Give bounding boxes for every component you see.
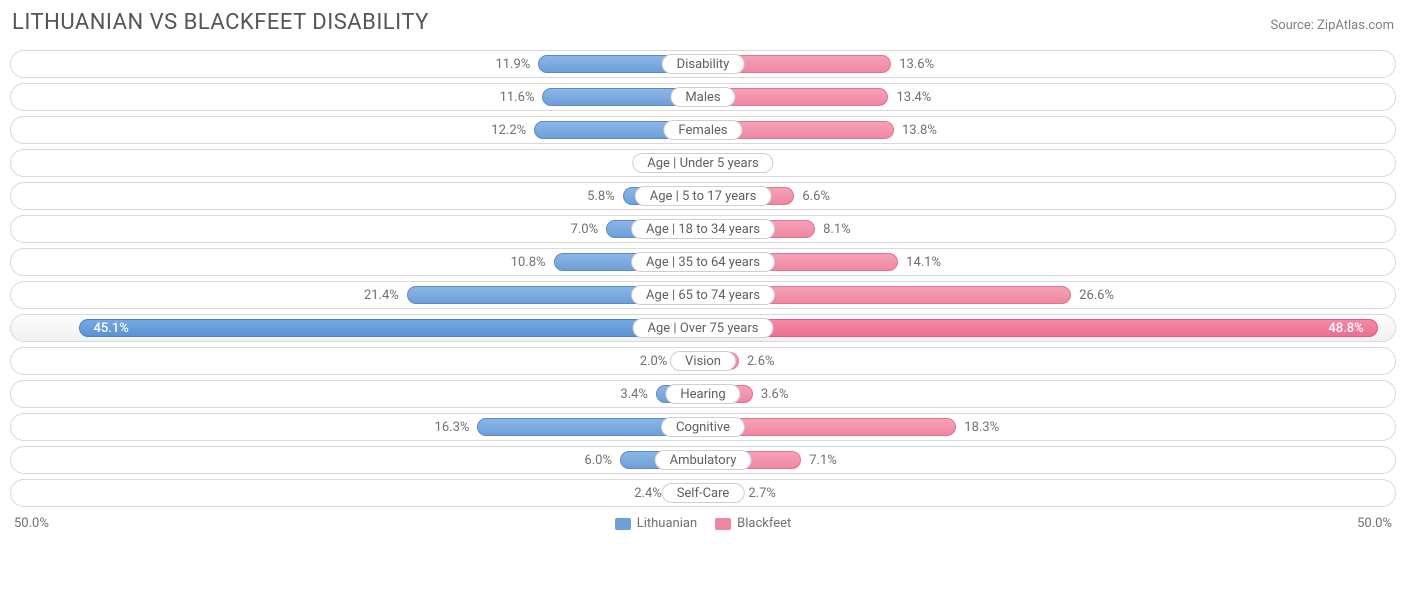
legend-swatch-right bbox=[715, 518, 731, 530]
value-label-right: 2.6% bbox=[747, 348, 775, 374]
chart-rows: 11.9% 13.6% Disability 11.6% 13.4% Males 12.2%… bbox=[8, 50, 1398, 507]
chart-row: 21.4% 26.6% Age | 65 to 74 years bbox=[10, 281, 1396, 309]
value-label-right: 3.6% bbox=[761, 381, 789, 407]
value-label-left: 2.0% bbox=[640, 348, 668, 374]
chart-row: 5.8% 6.6% Age | 5 to 17 years bbox=[10, 182, 1396, 210]
chart-row: 7.0% 8.1% Age | 18 to 34 years bbox=[10, 215, 1396, 243]
chart-source: Source: ZipAtlas.com bbox=[1270, 18, 1394, 33]
value-label-right: 6.6% bbox=[802, 183, 830, 209]
category-label: Age | Over 75 years bbox=[633, 318, 774, 338]
chart-row: 11.6% 13.4% Males bbox=[10, 83, 1396, 111]
category-label: Ambulatory bbox=[655, 450, 752, 470]
chart-row: 2.4% 2.7%Self-Care bbox=[10, 479, 1396, 507]
legend-label-right: Blackfeet bbox=[737, 516, 791, 531]
value-label-left: 3.4% bbox=[620, 381, 648, 407]
value-label-right: 7.1% bbox=[809, 447, 837, 473]
value-label-left: 7.0% bbox=[571, 216, 599, 242]
value-label-left: 2.4% bbox=[634, 480, 662, 506]
legend-swatch-left bbox=[615, 518, 631, 530]
bar-left bbox=[79, 319, 703, 337]
value-label-left: 21.4% bbox=[364, 282, 399, 308]
value-label-right: 2.7% bbox=[748, 480, 776, 506]
value-label-left: 11.9% bbox=[495, 51, 530, 77]
value-label-right: 13.8% bbox=[902, 117, 937, 143]
category-label: Age | 35 to 64 years bbox=[631, 252, 775, 272]
legend-label-left: Lithuanian bbox=[637, 516, 697, 531]
legend: Lithuanian Blackfeet bbox=[49, 516, 1357, 531]
value-label-right: 48.8% bbox=[1328, 315, 1363, 341]
legend-item-right: Blackfeet bbox=[715, 516, 791, 531]
value-label-left: 6.0% bbox=[584, 447, 612, 473]
bar-right bbox=[703, 319, 1378, 337]
category-label: Hearing bbox=[665, 384, 740, 404]
category-label: Age | 5 to 17 years bbox=[635, 186, 772, 206]
category-label: Age | Under 5 years bbox=[632, 153, 773, 173]
category-label: Age | 18 to 34 years bbox=[631, 219, 775, 239]
value-label-left: 45.1% bbox=[93, 315, 128, 341]
value-label-left: 16.3% bbox=[435, 414, 470, 440]
category-label: Vision bbox=[670, 351, 736, 371]
value-label-right: 8.1% bbox=[823, 216, 851, 242]
chart-row: 12.2% 13.8% Females bbox=[10, 116, 1396, 144]
chart-row: 11.9% 13.6% Disability bbox=[10, 50, 1396, 78]
chart-row: 16.3% 18.3% Cognitive bbox=[10, 413, 1396, 441]
chart-row: 45.1% 48.8% Age | Over 75 years bbox=[10, 314, 1396, 342]
value-label-right: 13.4% bbox=[896, 84, 931, 110]
value-label-left: 11.6% bbox=[500, 84, 535, 110]
value-label-left: 10.8% bbox=[511, 249, 546, 275]
value-label-left: 12.2% bbox=[491, 117, 526, 143]
chart-footer: 50.0% Lithuanian Blackfeet 50.0% bbox=[8, 512, 1398, 531]
category-label: Self-Care bbox=[662, 483, 745, 503]
axis-label-right: 50.0% bbox=[1357, 516, 1392, 531]
category-label: Females bbox=[663, 120, 742, 140]
chart-row: 10.8% 14.1% Age | 35 to 64 years bbox=[10, 248, 1396, 276]
category-label: Disability bbox=[662, 54, 745, 74]
chart-row: 1.6%1.6%Age | Under 5 years bbox=[10, 149, 1396, 177]
value-label-right: 13.6% bbox=[899, 51, 934, 77]
chart-row: 2.0% 2.6% Vision bbox=[10, 347, 1396, 375]
category-label: Age | 65 to 74 years bbox=[631, 285, 775, 305]
chart-header: LITHUANIAN VS BLACKFEET DISABILITY Sourc… bbox=[8, 10, 1398, 45]
axis-label-left: 50.0% bbox=[14, 516, 49, 531]
value-label-right: 14.1% bbox=[906, 249, 941, 275]
value-label-left: 5.8% bbox=[587, 183, 615, 209]
chart-row: 6.0% 7.1% Ambulatory bbox=[10, 446, 1396, 474]
category-label: Cognitive bbox=[661, 417, 745, 437]
value-label-right: 26.6% bbox=[1079, 282, 1114, 308]
chart-title: LITHUANIAN VS BLACKFEET DISABILITY bbox=[12, 10, 429, 35]
value-label-right: 18.3% bbox=[964, 414, 999, 440]
category-label: Males bbox=[670, 87, 735, 107]
chart-row: 3.4% 3.6% Hearing bbox=[10, 380, 1396, 408]
legend-item-left: Lithuanian bbox=[615, 516, 697, 531]
